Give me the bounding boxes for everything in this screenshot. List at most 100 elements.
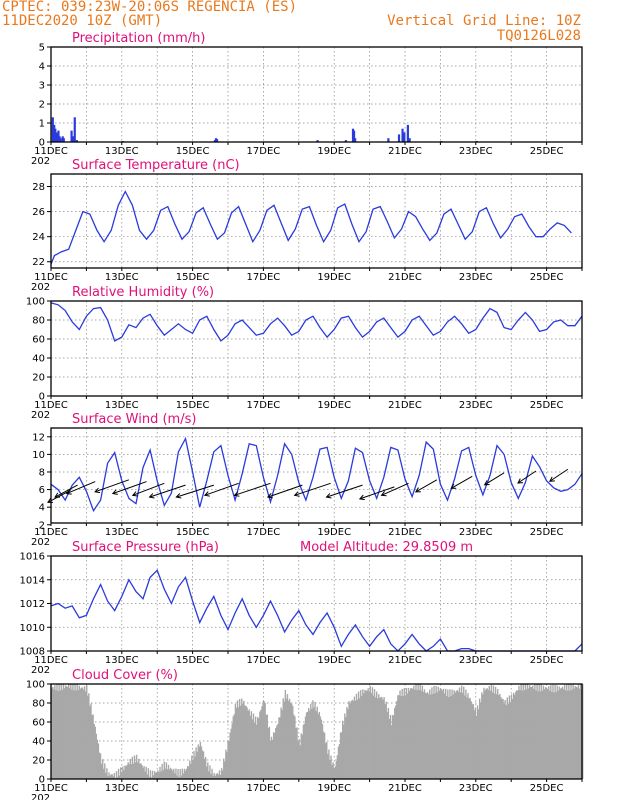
y-tick-label: 1014: [20, 575, 45, 586]
cloud-bar: [426, 692, 429, 779]
cloud-bar: [147, 768, 150, 779]
wind-arrow-icon: [358, 486, 395, 501]
cloud-bar: [443, 693, 446, 779]
cloud-bar: [534, 684, 536, 779]
header-datetime: 11DEC2020 10Z (GMT): [2, 13, 162, 29]
cloud-bar: [578, 688, 581, 779]
x-tick-label: 15DEC: [176, 655, 210, 666]
precip-bar: [406, 124, 409, 142]
precip-bar: [387, 138, 390, 142]
wind-arrow-shaft: [549, 468, 569, 482]
cloud-bar: [476, 705, 479, 779]
cloud-bar: [554, 684, 556, 779]
cloud-bar: [374, 697, 377, 779]
y-tick-label: 2: [39, 520, 45, 531]
y-tick-label: 80: [32, 316, 45, 327]
cloud-bar: [439, 688, 442, 779]
cloud-bar: [552, 684, 554, 779]
x-tick-label: 25DEC: [530, 272, 564, 283]
cloud-bar: [366, 690, 368, 779]
cloud-bar: [353, 696, 356, 779]
cloud-bar: [440, 688, 443, 779]
header-title: CPTEC: 039:23W-20:06S REGENCIA (ES): [2, 0, 297, 15]
cloud-bar: [550, 685, 552, 779]
x-tick-label: 19DEC: [317, 272, 351, 283]
cloud-bar: [261, 706, 263, 779]
precip-bar: [354, 138, 357, 142]
cloud-bar: [423, 689, 426, 779]
x-tick-label: 21DEC: [388, 783, 422, 794]
cloud-bar: [117, 768, 120, 779]
cloud-bar: [146, 774, 148, 779]
cloud-bar: [467, 693, 469, 779]
cloud-bar: [304, 716, 307, 779]
cloud-bar: [245, 705, 247, 779]
cloud-bar: [131, 756, 134, 779]
cloud-bar: [260, 709, 262, 779]
cloud-bar: [468, 698, 470, 779]
header-model-id: TQ0126L028: [497, 28, 581, 44]
x-tick-label: 11DEC: [34, 655, 68, 666]
cloud-bar: [104, 763, 106, 779]
cloud-bar: [394, 707, 396, 779]
cloud-bar: [450, 696, 452, 779]
cloud-bar: [487, 689, 489, 779]
cloud-bar: [282, 698, 284, 779]
cloud-bar: [313, 707, 315, 779]
cloud-bar: [267, 728, 270, 779]
cloud-bar: [575, 686, 578, 779]
cloud-bar: [258, 718, 260, 779]
precip-bar: [72, 136, 75, 142]
wind-arrow-shaft: [204, 482, 239, 496]
cloud-bar: [193, 751, 195, 779]
y-tick-label: 1010: [20, 623, 45, 634]
cloud-bar: [414, 689, 416, 779]
wind-arrow-shaft: [359, 486, 395, 500]
y-tick-label: 8: [39, 467, 45, 478]
cloud-bar: [435, 686, 437, 779]
cloud-bar: [331, 764, 333, 779]
cloud-bar: [544, 687, 547, 779]
precip-bar: [73, 117, 76, 142]
cloud-bar: [348, 701, 350, 779]
cloud-bar: [171, 769, 173, 779]
cloud-bar: [200, 746, 203, 779]
panel-frame: [50, 173, 583, 269]
cloud-bar: [293, 714, 295, 779]
x-tick-label: 13DEC: [105, 400, 139, 411]
cloud-bar: [154, 771, 156, 779]
cloud-bar: [339, 732, 342, 779]
cloud-bar: [310, 703, 312, 779]
cloud-bar: [159, 766, 161, 779]
wind-arrow-head: [325, 493, 332, 499]
cloud-bar: [223, 758, 225, 779]
panel-frame: [50, 683, 583, 780]
cloud-bar: [449, 689, 451, 779]
wind-arrow-head: [94, 487, 101, 494]
x-tick-label: 15DEC: [176, 400, 210, 411]
cloud-bar: [195, 747, 197, 779]
cloud-bar: [264, 702, 266, 779]
cloud-bar: [409, 688, 412, 779]
y-tick-label: 4: [39, 503, 45, 514]
cloud-bar: [529, 687, 532, 779]
cloud-bar: [151, 770, 154, 779]
cloud-bar: [504, 699, 506, 779]
cloud-bar: [332, 762, 334, 779]
cloud-bar: [477, 709, 480, 779]
cloud-bar: [285, 698, 288, 779]
wind-arrow-icon: [175, 484, 214, 499]
cloud-bar: [478, 698, 481, 779]
y-tick-label: 12: [32, 432, 45, 443]
cloud-bar: [431, 687, 433, 779]
cloud-bar: [490, 684, 493, 779]
cloud-bar: [379, 697, 381, 779]
precip-bar: [59, 138, 62, 142]
cloud-bar: [214, 775, 216, 779]
cloud-bar: [129, 758, 131, 779]
cloud-bar: [234, 703, 237, 779]
x-year-label: 202: [31, 793, 50, 800]
panel-2: 0 20 40 60 80 100 11DEC 13DEC 15DEC 17DEC 19DEC 21D…: [26, 285, 583, 421]
panel-0: 0 1 2 3 4 5 11DEC 13DEC 15DEC 17DEC 19DEC 21DEC 23DE…: [31, 31, 583, 167]
y-tick-label: 2: [39, 100, 45, 111]
